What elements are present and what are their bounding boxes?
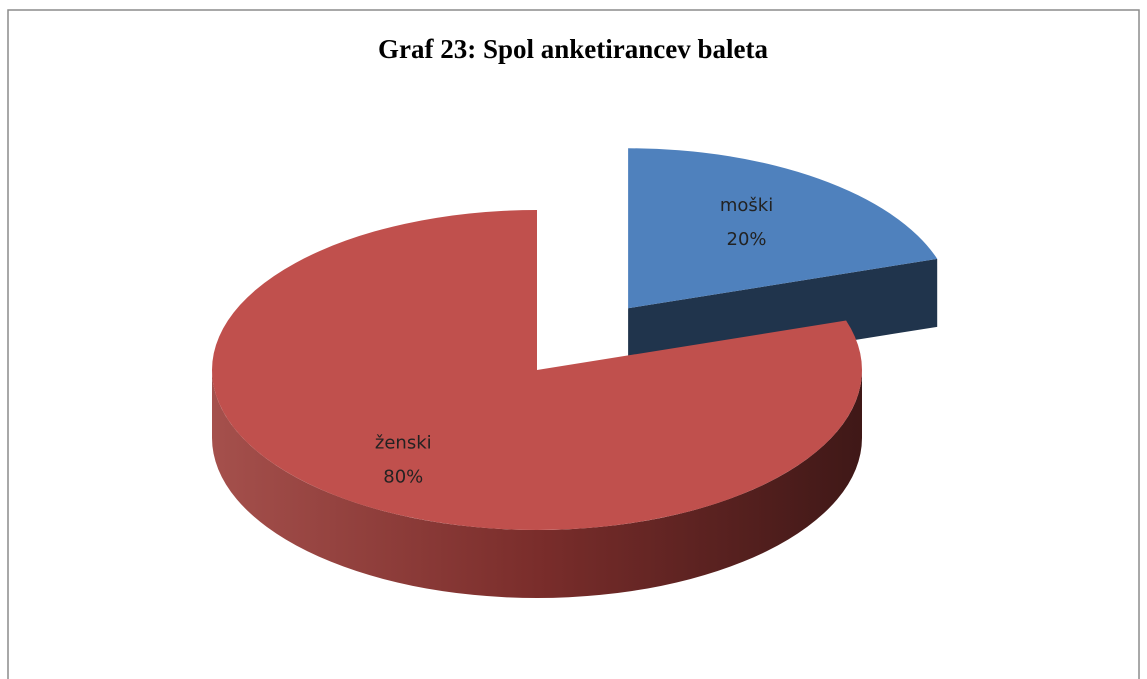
slice-label: ženski	[375, 433, 432, 454]
slice-value: 80%	[383, 467, 423, 488]
slice-wall	[212, 370, 862, 598]
slice	[211, 210, 863, 530]
chart-title: Graf 23: Spol anketirancev baleta	[378, 34, 768, 64]
slice-label: moški	[720, 195, 773, 216]
slice-value: 20%	[727, 229, 767, 250]
slice	[628, 148, 938, 309]
